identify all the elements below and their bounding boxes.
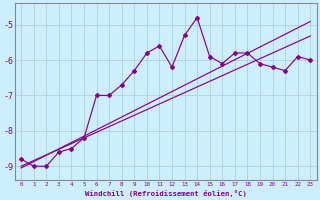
X-axis label: Windchill (Refroidissement éolien,°C): Windchill (Refroidissement éolien,°C)	[85, 190, 247, 197]
